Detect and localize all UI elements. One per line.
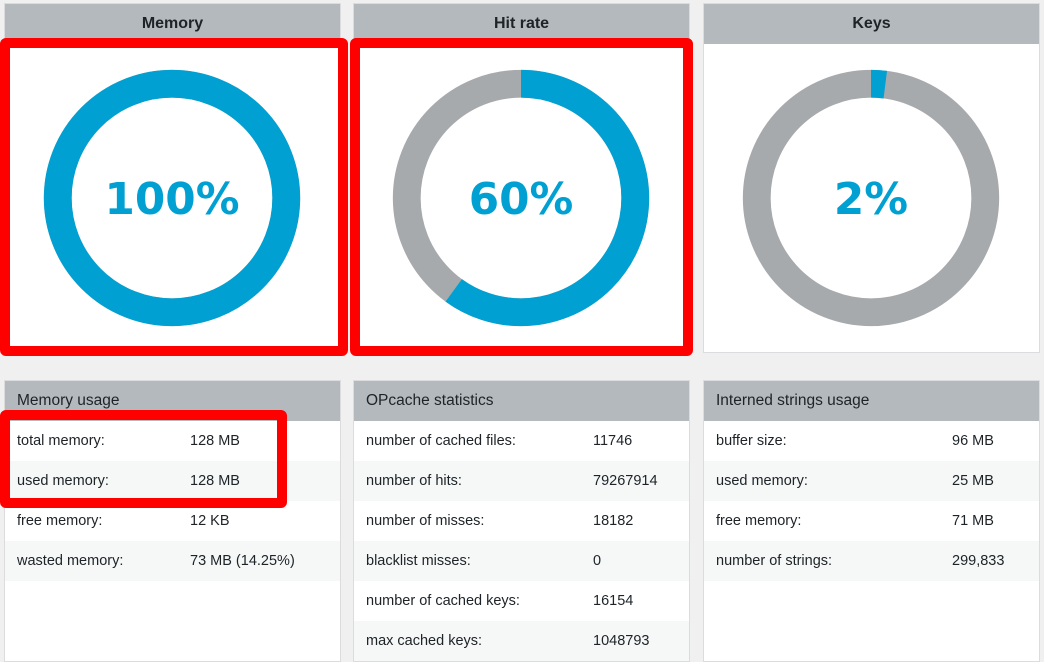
row-label: buffer size: [716,433,787,449]
row-label: number of strings: [716,553,833,569]
table-row: free memory: 12 KB [5,501,340,541]
row-value: 71 MB [952,513,994,529]
donut-value-arc [392,69,650,327]
memory-chart-title: Memory [5,4,340,44]
donut-percentage-label: 60% [469,174,574,225]
row-label: used memory: [716,473,808,489]
donut-value-arc [43,69,301,327]
donut-percentage-label: 100% [104,174,239,225]
table-row: used memory: 25 MB [704,461,1039,501]
keys-chart-title: Keys [704,4,1039,44]
table-row: number of cached files: 11746 [354,421,689,461]
row-label: total memory: [17,433,105,449]
table-row: number of misses: 18182 [354,501,689,541]
hit-rate-chart-title: Hit rate [354,4,689,44]
table-row: max cached keys: 1048793 [354,621,689,661]
row-value: 18182 [593,513,634,529]
row-value: 1048793 [593,633,650,649]
donut-value-arc [742,69,1000,327]
row-label: blacklist misses: [366,553,471,569]
row-label: wasted memory: [17,553,124,569]
row-value: 128 MB [190,433,240,449]
hit-rate-chart-panel: Hit rate 60% [353,3,690,353]
opcache-statistics-table: number of cached files: 11746 number of hi… [354,421,689,661]
table-row: wasted memory: 73 MB (14.25%) [5,541,340,581]
row-label: max cached keys: [366,633,483,649]
row-label: number of hits: [366,473,462,489]
row-label: free memory: [17,513,103,529]
memory-donut-chart: 100% [5,44,340,352]
row-label: free memory: [716,513,802,529]
row-value: 96 MB [952,433,994,449]
hit-rate-donut-chart: 60% [354,44,689,352]
keys-donut-chart: 2% [704,44,1039,352]
row-value: 73 MB (14.25%) [190,553,295,569]
row-value: 16154 [593,593,634,609]
memory-chart-panel: Memory 100% [4,3,341,353]
row-value: 128 MB [190,473,240,489]
row-value: 0 [593,553,602,569]
table-row: number of hits: 79267914 [354,461,689,501]
interned-strings-table: buffer size: 96 MB used memory: 25 MB free m… [704,421,1039,581]
donut-percentage-label: 2% [834,174,908,225]
table-row: used memory: 128 MB [5,461,340,501]
keys-chart-panel: Keys 2% [703,3,1040,353]
table-row: free memory: 71 MB [704,501,1039,541]
table-row: number of cached keys: 16154 [354,581,689,621]
interned-strings-title: Interned strings usage [704,381,1039,421]
row-value: 12 KB [190,513,230,529]
table-row: buffer size: 96 MB [704,421,1039,461]
table-row: total memory: 128 MB [5,421,340,461]
opcache-statistics-panel: OPcache statistics number of cached file… [353,380,690,662]
memory-usage-title: Memory usage [5,381,340,421]
memory-usage-panel: Memory usage total memory: 128 MB used mem… [4,380,341,662]
row-label: used memory: [17,473,109,489]
interned-strings-panel: Interned strings usage buffer size: 96 MB… [703,380,1040,662]
table-row: blacklist misses: 0 [354,541,689,581]
row-label: number of cached keys: [366,593,520,609]
memory-usage-table: total memory: 128 MB used memory: 128 MB fre… [5,421,340,581]
row-value: 11746 [593,433,633,449]
row-value: 79267914 [593,473,658,489]
opcache-statistics-title: OPcache statistics [354,381,689,421]
row-label: number of cached files: [366,433,516,449]
row-value: 299,833 [952,553,1005,569]
row-value: 25 MB [952,473,994,489]
table-row: number of strings: 299,833 [704,541,1039,581]
row-label: number of misses: [366,513,485,529]
